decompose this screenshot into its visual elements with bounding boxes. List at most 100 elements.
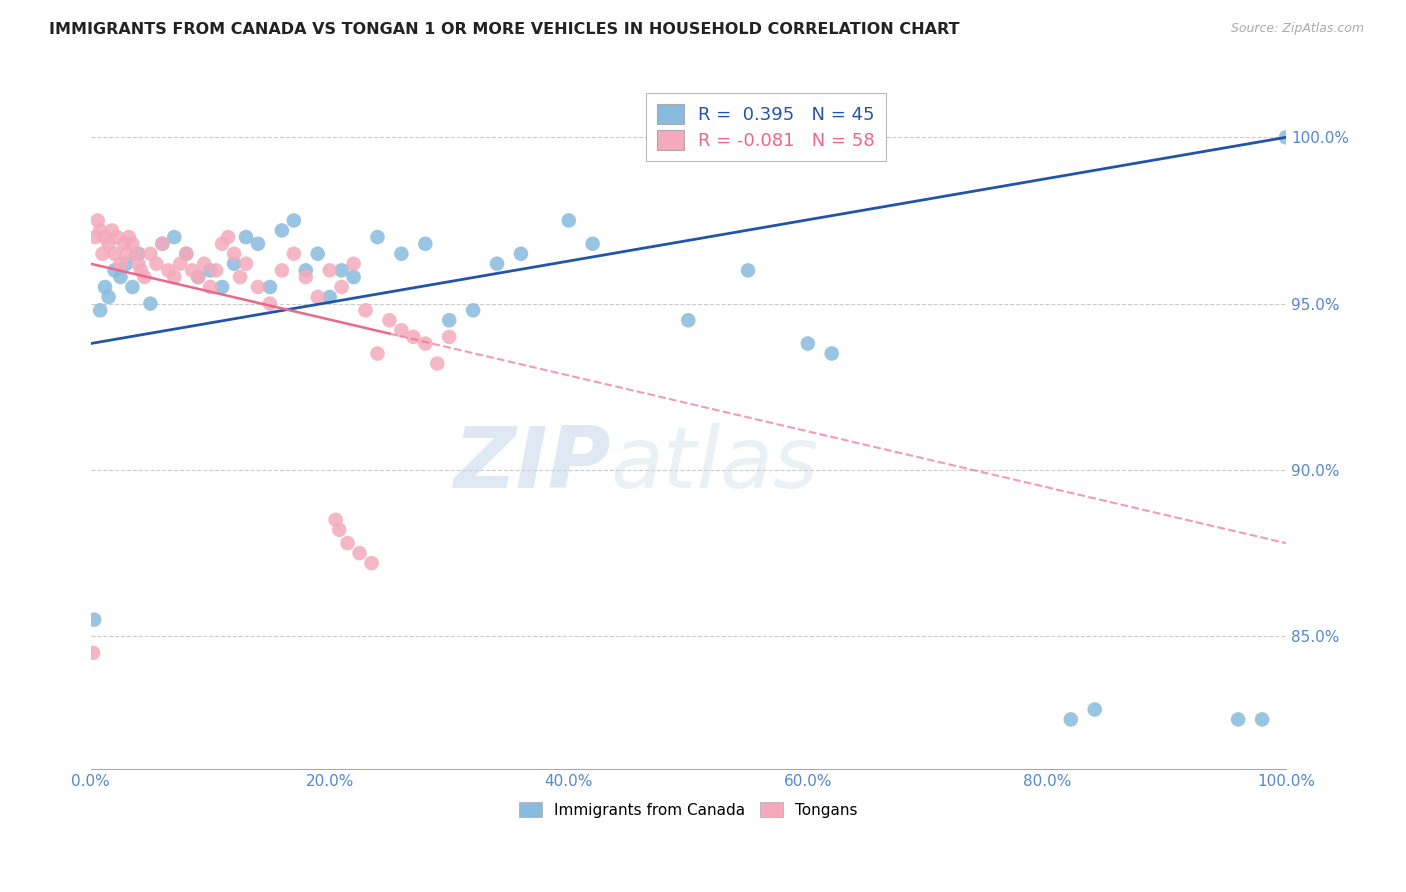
Point [246,280,269,294]
Point [157,263,180,277]
Point [174,246,197,260]
Point [510,246,533,260]
Point [307,290,329,304]
Point [121,236,143,251]
Point [145,257,167,271]
Point [229,270,252,285]
Point [169,257,191,271]
Point [330,263,353,277]
Point [134,270,156,285]
Point [112,236,135,251]
Point [121,280,143,294]
Point [328,523,350,537]
Point [259,280,281,294]
Point [163,270,186,285]
Point [187,270,209,285]
Point [325,513,347,527]
Point [89,303,111,318]
Point [205,263,228,277]
Text: IMMIGRANTS FROM CANADA VS TONGAN 1 OR MORE VEHICLES IN HOUSEHOLD CORRELATION CHA: IMMIGRANTS FROM CANADA VS TONGAN 1 OR MO… [49,22,960,37]
Point [235,257,257,271]
Point [1084,702,1107,716]
Point [1275,130,1298,145]
Point [127,246,149,260]
Point [217,230,239,244]
Point [354,303,377,318]
Point [83,613,105,627]
Point [129,263,152,277]
Point [426,357,449,371]
Point [222,246,245,260]
Point [283,246,305,260]
Point [103,246,125,260]
Point [94,280,117,294]
Point [342,270,364,285]
Point [294,263,316,277]
Point [439,313,461,327]
Point [97,236,120,251]
Point [91,246,114,260]
Point [389,246,412,260]
Point [97,290,120,304]
Point [87,213,110,227]
Legend: Immigrants from Canada, Tongans: Immigrants from Canada, Tongans [513,796,865,824]
Point [270,223,292,237]
Point [318,263,340,277]
Point [678,313,700,327]
Point [366,346,388,360]
Point [1060,713,1083,727]
Point [150,236,173,251]
Point [360,556,382,570]
Point [84,230,107,244]
Point [193,257,215,271]
Point [139,246,162,260]
Point [330,280,353,294]
Point [413,336,436,351]
Point [187,270,209,285]
Point [336,536,359,550]
Point [118,230,141,244]
Point [110,270,132,285]
Point [211,280,233,294]
Point [342,257,364,271]
Point [198,263,221,277]
Point [105,230,128,244]
Point [821,346,844,360]
Point [235,230,257,244]
Point [366,230,388,244]
Point [413,236,436,251]
Point [270,263,292,277]
Point [439,330,461,344]
Point [797,336,820,351]
Point [378,313,401,327]
Point [103,263,125,277]
Point [127,257,149,271]
Point [222,257,245,271]
Point [402,330,425,344]
Point [283,213,305,227]
Point [150,236,173,251]
Point [737,263,759,277]
Point [582,236,605,251]
Text: ZIP: ZIP [453,424,610,507]
Point [211,236,233,251]
Point [94,230,117,244]
Point [486,257,509,271]
Point [1251,713,1274,727]
Point [558,213,581,227]
Point [246,236,269,251]
Text: Source: ZipAtlas.com: Source: ZipAtlas.com [1230,22,1364,36]
Point [125,246,148,260]
Point [174,246,197,260]
Point [1227,713,1250,727]
Point [294,270,316,285]
Point [163,230,186,244]
Point [181,263,204,277]
Point [198,280,221,294]
Point [82,646,104,660]
Point [115,257,138,271]
Point [307,246,329,260]
Point [89,223,111,237]
Text: atlas: atlas [610,424,818,507]
Point [463,303,485,318]
